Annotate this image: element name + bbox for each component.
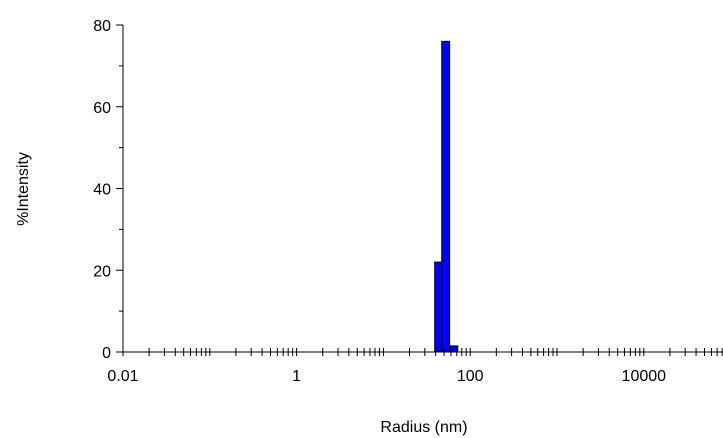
x-tick-label: 10000 (622, 368, 667, 385)
x-ticks: 0.01 1 100 10000 (107, 348, 723, 385)
y-ticks: 0 20 40 60 80 (93, 18, 123, 362)
histogram-bar-2 (441, 40, 451, 353)
y-tick-label: 80 (93, 18, 111, 35)
histogram-bar-1 (434, 261, 443, 353)
y-tick-label: 40 (93, 182, 111, 199)
y-axis-title: %Intensity (15, 152, 32, 226)
x-tick-label: 100 (457, 368, 484, 385)
x-axis-title: Radius (nm) (380, 419, 467, 436)
y-tick-label: 20 (93, 263, 111, 280)
bars-layer (434, 40, 459, 353)
x-tick-label: 0.01 (107, 368, 138, 385)
y-tick-label: 60 (93, 100, 111, 117)
x-tick-label: 1 (292, 368, 301, 385)
y-tick-label: 0 (102, 345, 111, 362)
